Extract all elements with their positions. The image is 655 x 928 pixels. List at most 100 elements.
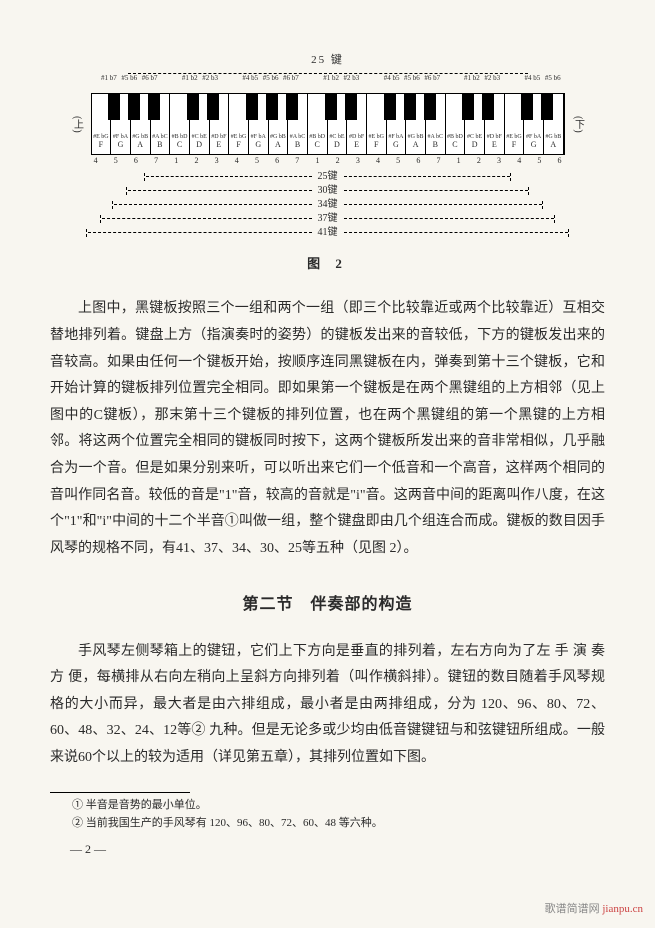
number-cell: 1 (307, 157, 327, 166)
number-cell: 6 (408, 157, 428, 166)
black-key (207, 94, 219, 120)
number-cell: 1 (166, 157, 186, 166)
black-key (384, 94, 396, 120)
white-key-letter: G (387, 137, 406, 152)
black-key (148, 94, 160, 120)
number-cell: 3 (207, 157, 227, 166)
white-key-letter: D (328, 137, 347, 152)
black-key (187, 94, 199, 120)
paragraph-2: 手风琴左侧琴箱上的键钮，它们上下方向是垂直的排列着，左右方向为了左 手 演 奏 … (50, 639, 605, 772)
black-key (345, 94, 357, 120)
black-key-label: #5 b6 (404, 75, 420, 83)
number-row: 456712345671234567123456 (68, 157, 588, 166)
number-cell: 4 (509, 157, 529, 166)
number-cell: 4 (227, 157, 247, 166)
white-key-letter: B (426, 137, 445, 152)
black-key (404, 94, 416, 120)
number-cell: 5 (106, 157, 126, 166)
black-key (266, 94, 278, 120)
white-key-letter: F (92, 137, 111, 152)
black-key-label: #4 b5 (524, 75, 540, 83)
range-section: 25键30键34键37键41键 (68, 170, 588, 240)
page-number: — 2 — (50, 838, 605, 861)
number-cell: 2 (328, 157, 348, 166)
black-key-label: #2 b3 (343, 75, 359, 83)
black-key-label: #1 b2 (182, 75, 198, 83)
paragraph-1: 上图中，黑键板按照三个一组和两个一组（即三个比较靠近或两个比较靠近）互相交替地排… (50, 296, 605, 562)
white-key-letter: E (347, 137, 366, 152)
black-key (424, 94, 436, 120)
number-cell: 7 (428, 157, 448, 166)
keyboard: #E bGF#F bAG#G bBA#A bCB#B bDC#C bED#D b… (91, 93, 565, 155)
white-key-letter: G (111, 137, 130, 152)
number-cell: 3 (489, 157, 509, 166)
white-key-letter: A (131, 137, 150, 152)
watermark-domain: jianpu.cn (602, 903, 643, 915)
white-key-letter: A (544, 137, 563, 152)
keyboard-diagram: 25 键 #1 b7 #5 b6 #6 b7 #1 b2 #2 b3 #4 b5 #5 b6… (68, 50, 588, 276)
number-cell: 5 (247, 157, 267, 166)
black-key-label: #1 b2 (323, 75, 339, 83)
white-key-letter: D (190, 137, 209, 152)
black-key-label: #2 b3 (484, 75, 500, 83)
footnote-separator (50, 792, 190, 793)
number-cell: 7 (146, 157, 166, 166)
number-cell: 1 (449, 157, 469, 166)
black-key-label: #4 b5 (384, 75, 400, 83)
white-key-letter: B (151, 137, 170, 152)
range-row: 41键 (68, 226, 588, 240)
left-side-label: (上) (68, 116, 87, 133)
white-key-letter: E (485, 137, 504, 152)
black-key (482, 94, 494, 120)
black-key (521, 94, 533, 120)
number-cell: 6 (126, 157, 146, 166)
number-cell: 6 (549, 157, 569, 166)
white-key-letter: B (288, 137, 307, 152)
black-key (325, 94, 337, 120)
number-cell: 5 (529, 157, 549, 166)
footnote-1: ① 半音是音势的最小单位。 (50, 797, 605, 814)
black-key-label: #1 b7 (101, 75, 117, 83)
black-key (246, 94, 258, 120)
figure-caption: 图 2 (68, 252, 588, 277)
black-key (462, 94, 474, 120)
number-cell: 7 (287, 157, 307, 166)
white-key-letter: C (170, 137, 189, 152)
white-key-letter: C (446, 137, 465, 152)
black-key-label: #1 b2 (464, 75, 480, 83)
white-key-letter: D (465, 137, 484, 152)
white-key-letter: G (249, 137, 268, 152)
number-cell: 2 (186, 157, 206, 166)
white-key-letter: F (367, 137, 386, 152)
black-key (286, 94, 298, 120)
black-key (541, 94, 553, 120)
black-key-label: #6 b7 (424, 75, 440, 83)
black-key-label-row: #1 b7 #5 b6 #6 b7 #1 b2 #2 b3 #4 b5 #5 b6 #6 b7… (86, 75, 570, 93)
top-range-label: 25 键 (68, 50, 588, 71)
white-key-letter: C (308, 137, 327, 152)
white-key-letter: A (269, 137, 288, 152)
white-key-letter: G (524, 137, 543, 152)
watermark: 歌谱简谱网 jianpu.cn (545, 899, 643, 920)
black-key (128, 94, 140, 120)
black-key-label: #5 b6 (263, 75, 279, 83)
number-cell: 5 (388, 157, 408, 166)
right-side-label: (下) (569, 116, 588, 133)
white-key-letter: F (229, 137, 248, 152)
section-title: 第二节 伴奏部的构造 (50, 590, 605, 620)
black-key-label: #5 b6 (121, 75, 137, 83)
number-cell: 3 (348, 157, 368, 166)
white-key-letter: A (406, 137, 425, 152)
watermark-text: 歌谱简谱网 (545, 903, 603, 915)
footnote-2: ② 当前我国生产的手风琴有 120、96、80、72、60、48 等六种。 (50, 815, 605, 832)
black-key-label: #6 b7 (283, 75, 299, 83)
black-key-label: #4 b5 (242, 75, 258, 83)
black-key-label: #2 b3 (202, 75, 218, 83)
black-key-label: #6 b7 (142, 75, 158, 83)
number-cell: 4 (86, 157, 106, 166)
number-cell: 2 (469, 157, 489, 166)
number-cell: 6 (267, 157, 287, 166)
black-key-label: #5 b6 (545, 75, 561, 83)
number-cell: 4 (368, 157, 388, 166)
range-label: 41键 (312, 223, 344, 242)
